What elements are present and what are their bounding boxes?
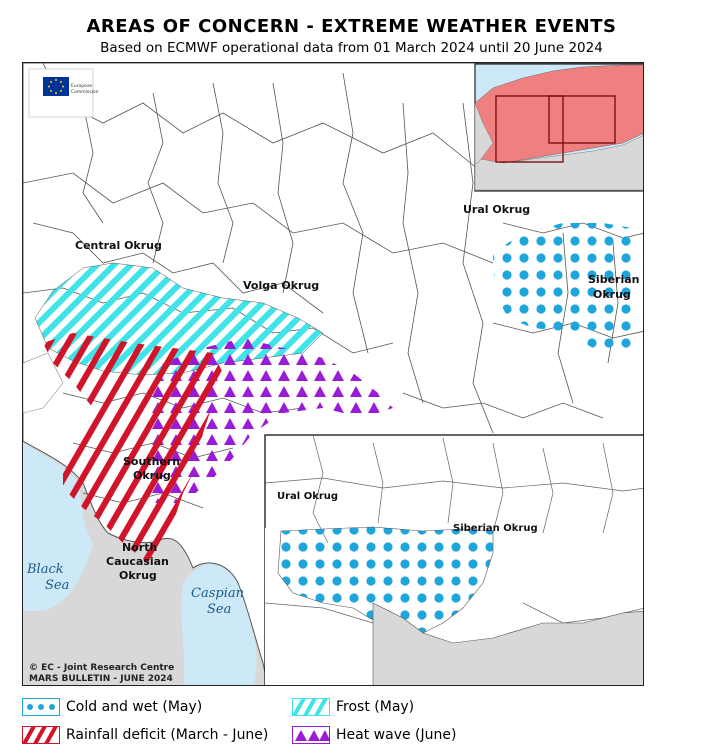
inset-label-ural-okrug: Ural Okrug <box>277 491 338 502</box>
label-black-sea-2: Sea <box>45 578 69 593</box>
label-siberian-okrug-1: Siberian <box>588 273 639 286</box>
map-frame: European Commission Central Okrug Volga … <box>22 62 644 686</box>
european-commission-logo: European Commission <box>28 68 99 118</box>
inset-label-siberian-okrug: Siberian Okrug <box>453 523 538 534</box>
credit-line-2: MARS BULLETIN - JUNE 2024 <box>29 674 173 684</box>
cold-wet-area-inset <box>277 526 494 639</box>
legend-item-rainfall: Rainfall deficit (March - June) <box>22 726 268 744</box>
triangle-swatch-icon <box>292 726 330 744</box>
label-central-okrug: Central Okrug <box>75 239 162 252</box>
legend-item-heat-wave: Heat wave (June) <box>292 726 456 744</box>
label-black-sea-1: Black <box>26 562 64 577</box>
western-region <box>23 352 64 414</box>
logo-text-2: Commission <box>71 89 99 95</box>
label-caspian-sea-2: Sea <box>207 602 231 617</box>
map-subtitle: Based on ECMWF operational data from 01 … <box>100 40 603 56</box>
legend-item-frost: Frost (May) <box>292 698 414 716</box>
cold-wet-area-main <box>493 223 638 355</box>
map-title: AREAS OF CONCERN - EXTREME WEATHER EVENT… <box>86 16 617 37</box>
legend: Cold and wet (May) Frost (May) Rainfall … <box>22 696 682 750</box>
rainfall-deficit-area <box>43 333 223 563</box>
cyan-stripe-swatch-icon <box>292 698 330 716</box>
label-siberian-okrug-2: Okrug <box>593 288 631 301</box>
label-north-caucasian-3: Okrug <box>119 569 157 582</box>
dots-swatch-icon <box>22 698 60 716</box>
legend-label-rainfall: Rainfall deficit (March - June) <box>66 727 269 743</box>
red-stripe-swatch-icon <box>22 726 60 744</box>
label-north-caucasian-1: North <box>122 541 157 554</box>
label-southern-okrug-2: Okrug <box>133 469 171 482</box>
legend-label-cold-wet: Cold and wet (May) <box>66 699 203 715</box>
map-canvas: European Commission Central Okrug Volga … <box>23 63 643 685</box>
label-ural-okrug: Ural Okrug <box>463 203 530 216</box>
legend-label-heat-wave: Heat wave (June) <box>336 727 457 743</box>
caspian-sea <box>181 560 257 685</box>
label-southern-okrug-1: Southern <box>123 455 180 468</box>
legend-label-frost: Frost (May) <box>336 699 415 715</box>
credit-line-1: © EC - Joint Research Centre <box>29 663 174 673</box>
label-volga-okrug: Volga Okrug <box>243 279 319 292</box>
zoom-inset <box>264 434 643 685</box>
label-north-caucasian-2: Caucasian <box>106 555 169 568</box>
locator-inset <box>474 63 643 192</box>
logo-text-1: European <box>71 83 93 89</box>
legend-item-cold-wet: Cold and wet (May) <box>22 698 202 716</box>
label-caspian-sea-1: Caspian <box>191 586 244 601</box>
